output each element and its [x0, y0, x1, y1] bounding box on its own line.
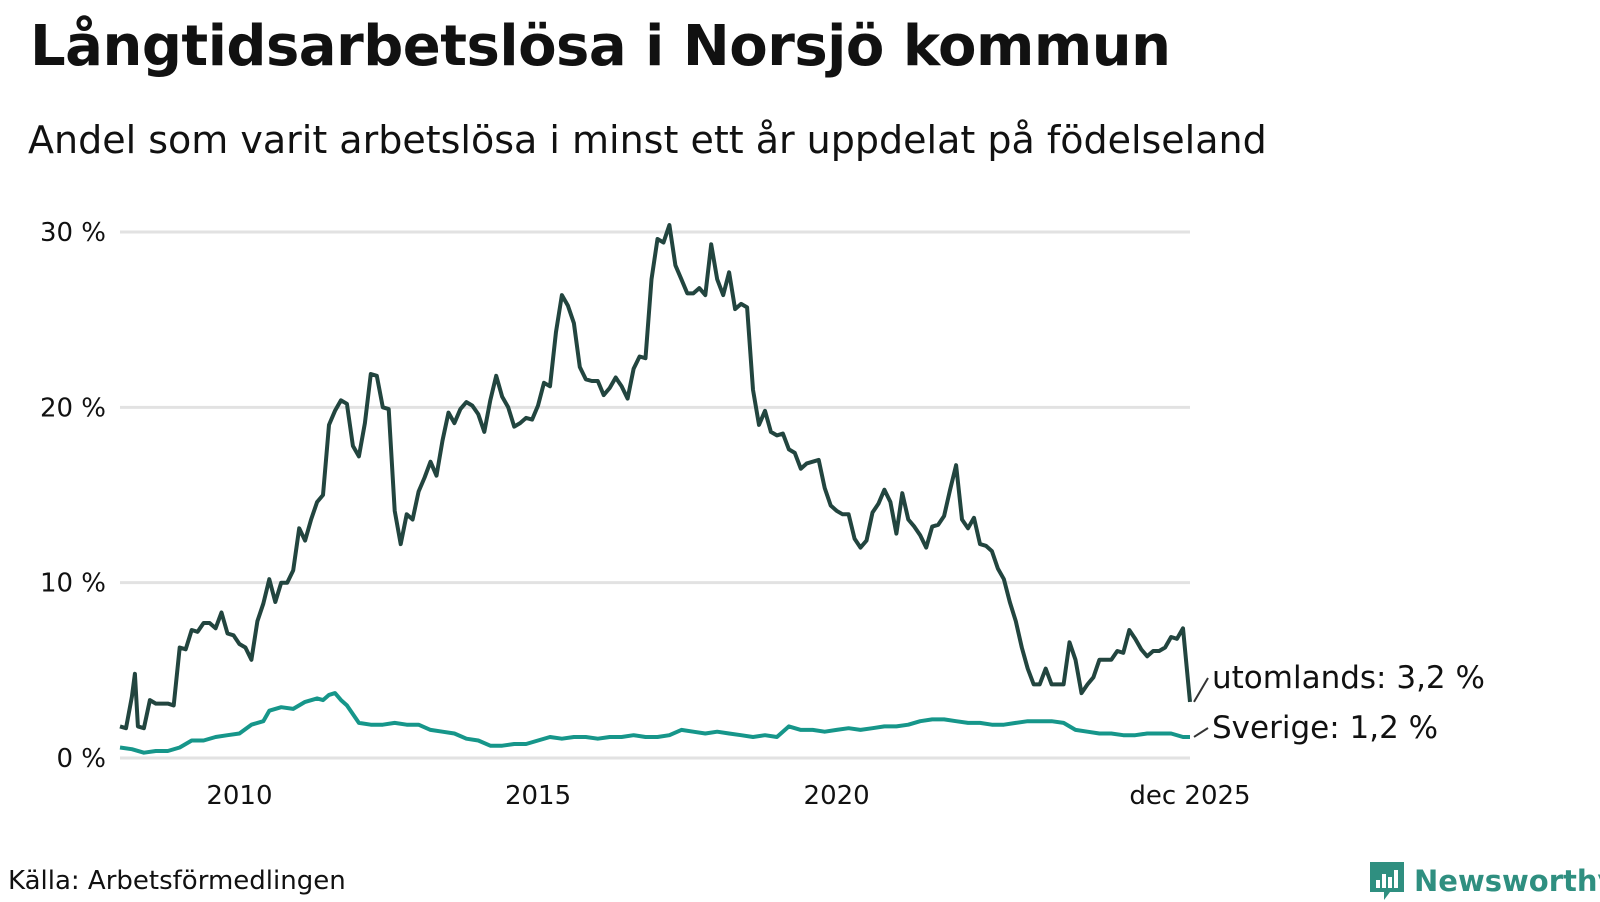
- y-tick-label: 10 %: [40, 569, 106, 599]
- label-leader-sverige: [1193, 727, 1209, 738]
- x-tick-label: 2015: [505, 781, 571, 811]
- brand-name: Newsworthy: [1414, 864, 1600, 898]
- label-leader-utomlands: [1193, 677, 1209, 703]
- gridlines: [120, 230, 1190, 760]
- series-label-utomlands: utomlands: 3,2 %: [1212, 660, 1485, 696]
- series-labels: utomlands: 3,2 % Sverige: 1,2 %: [1193, 660, 1485, 746]
- series-line-sverige: [119, 691, 1190, 755]
- chart-subtitle: Andel som varit arbetslösa i minst ett å…: [28, 118, 1267, 162]
- x-axis-ticks: 2010 2015 2020 dec 2025: [206, 781, 1250, 811]
- source-note: Källa: Arbetsförmedlingen: [8, 866, 346, 896]
- y-tick-label: 30 %: [40, 218, 106, 248]
- series-line-utomlands: [119, 223, 1192, 731]
- x-tick-label: 2020: [804, 781, 870, 811]
- chart-title: Långtidsarbetslösa i Norsjö kommun: [30, 14, 1171, 79]
- series-lines: [119, 223, 1192, 755]
- brand-logo[interactable]: Newsworthy: [1368, 860, 1600, 902]
- y-tick-label: 0 %: [56, 744, 106, 774]
- x-tick-label: 2010: [206, 781, 272, 811]
- series-label-sverige: Sverige: 1,2 %: [1212, 710, 1438, 746]
- x-tick-label: dec 2025: [1129, 781, 1250, 811]
- line-chart: 0 % 10 % 20 % 30 % 2010 2015 2020 dec 2025 uto…: [40, 218, 1485, 811]
- y-tick-label: 20 %: [40, 393, 106, 423]
- newsworthy-logo-icon: [1370, 862, 1404, 900]
- y-axis-ticks: 0 % 10 % 20 % 30 %: [40, 218, 106, 774]
